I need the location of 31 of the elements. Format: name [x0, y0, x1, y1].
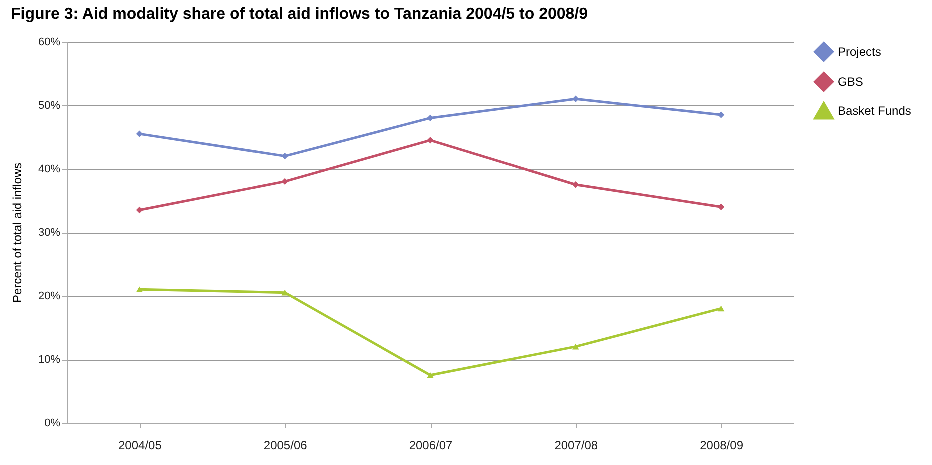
legend-label: GBS	[838, 75, 864, 89]
y-tick-label: 40%	[38, 164, 61, 176]
x-tick-label: 2007/08	[554, 438, 598, 452]
point	[572, 344, 580, 350]
point	[572, 96, 580, 103]
y-tick-label: 60%	[38, 36, 61, 48]
y-tick-label: 50%	[38, 100, 61, 112]
x-tick-label: 2008/09	[700, 438, 744, 452]
point	[427, 372, 434, 378]
y-tick-label: 0%	[44, 418, 61, 430]
chart-title: Figure 3: Aid modality share of total aid inflows to Tanzania 2004/5 to 2008/9	[10, 6, 588, 23]
x-tick-label: 2005/06	[264, 438, 308, 452]
point	[572, 182, 580, 188]
legend-label: Projects	[838, 45, 882, 59]
y-tick-label: 30%	[38, 227, 61, 239]
point	[136, 286, 144, 293]
x-tick-label: 2006/07	[409, 438, 454, 452]
point	[427, 137, 434, 144]
point	[282, 152, 288, 160]
y-tick-label: 20%	[38, 290, 61, 302]
point	[136, 130, 144, 138]
point	[427, 114, 434, 122]
point	[282, 178, 288, 186]
y-tick-label: 10%	[38, 354, 61, 366]
legend-label: Basket Funds	[838, 104, 912, 118]
point	[282, 290, 288, 296]
point	[718, 204, 725, 210]
y-axis-title: Percent of total aid inflows	[10, 162, 24, 304]
point	[136, 206, 144, 214]
point	[718, 306, 725, 312]
x-tick-label: 2004/05	[118, 438, 162, 452]
